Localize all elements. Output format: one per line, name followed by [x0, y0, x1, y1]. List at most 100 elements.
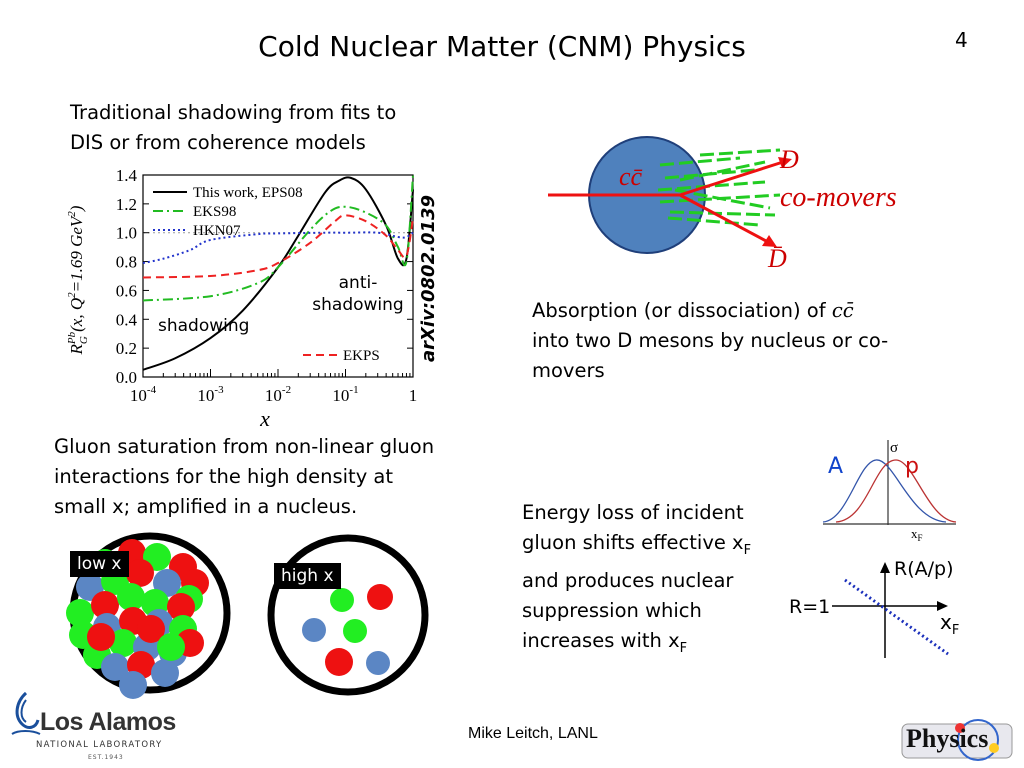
xf-distribution-sketch: σ xF	[822, 440, 957, 543]
gluon-dot	[167, 593, 195, 621]
label-a: A	[828, 454, 844, 479]
gluon-dot	[126, 559, 154, 587]
y-tick-label: 0.0	[116, 368, 137, 387]
x-tick-label: 1	[409, 386, 418, 405]
ratio-sketch	[832, 562, 949, 658]
suppression-trend-line	[844, 578, 949, 656]
dbar-label: D̄	[767, 244, 787, 273]
low-x-tag: low x	[70, 551, 129, 577]
high-x-tag: high x	[274, 563, 341, 589]
shadowing-heading-line2: DIS or from coherence models	[70, 131, 366, 154]
arxiv-reference: arXiv:0802.0139	[418, 194, 439, 362]
physics-logo-text: Physics	[906, 724, 989, 753]
energy-loss-line5-sub: F	[679, 640, 688, 656]
physics-logo-graphic	[901, 719, 1013, 761]
shadowing-heading-line1: Traditional shadowing from fits to	[70, 101, 397, 124]
cc-pair-label: cc̄	[619, 162, 643, 191]
high-x-nucleus	[267, 534, 429, 696]
y-tick-label: 1.4	[116, 170, 138, 185]
gluon-dot	[66, 599, 94, 627]
comovers-dashes	[657, 148, 781, 227]
gluon-dot	[330, 588, 354, 612]
antishadowing-line1: anti-	[338, 273, 378, 293]
lanl-emblem-icon	[11, 691, 41, 735]
antishadowing-annotation: anti- shadowing	[308, 272, 408, 316]
y-tick-label: 0.4	[116, 310, 138, 329]
gluon-dot	[151, 659, 179, 687]
physics-logo: Physics	[898, 718, 1016, 764]
y-tick-label: 0.2	[116, 339, 137, 358]
d-label: D	[779, 145, 799, 174]
legend-label: EKPS	[343, 348, 380, 364]
gluon-dot	[119, 671, 147, 699]
saturation-text: Gluon saturation from non-linear gluon i…	[54, 432, 434, 522]
dbar-arrowhead	[762, 235, 777, 247]
saturation-line2: interactions for the high density at	[54, 465, 394, 488]
gluon-dot	[137, 615, 165, 643]
chart-ticks: 0.0 0.2 0.4 0.6 0.8 1.0 1.2 1.4 10-4 10-3 10-2 10-1…	[116, 170, 418, 405]
x-tick-label: 10-1	[332, 384, 358, 405]
absorption-caption: Absorption (or dissociation) of cc̄ into…	[532, 296, 888, 386]
gluon-dot	[109, 629, 137, 657]
y-tick-label: 0.8	[116, 253, 137, 272]
low-x-nucleus	[66, 532, 231, 699]
ratio-y-arrowhead	[880, 562, 890, 573]
gluon-dot	[87, 623, 115, 651]
gluon-dot	[343, 619, 367, 643]
comovers-label: co-movers	[780, 182, 897, 213]
slide-title: Cold Nuclear Matter (CNM) Physics	[258, 30, 746, 63]
d-meson-line	[679, 160, 784, 197]
legend-label: EKS98	[193, 204, 236, 220]
footer-author: Mike Leitch, LANL	[468, 725, 598, 742]
chart-lines	[142, 174, 414, 371]
absorption-diagram: cc̄ D co-movers D̄	[548, 136, 897, 273]
series-line-eks98	[142, 174, 414, 302]
gluon-dot	[157, 633, 185, 661]
y-axis-label: RGPb(x, Q2=1.69 GeV2)	[66, 205, 90, 355]
y-tick-label: 1.2	[116, 195, 137, 214]
gluon-dot	[101, 653, 129, 681]
gluon-dot	[302, 618, 326, 642]
label-p: p	[905, 454, 919, 479]
shadowing-heading: Traditional shadowing from fits to DIS o…	[70, 98, 396, 158]
x-tick-label: 10-2	[265, 384, 291, 405]
xf-axis-label: xF	[911, 526, 923, 543]
legend-label: HKN07	[193, 223, 241, 239]
gluon-dot	[366, 651, 390, 675]
absorption-caption-line3: movers	[532, 359, 605, 382]
energy-loss-text: Energy loss of incident gluon shifts eff…	[522, 498, 751, 664]
ratio-x-label: xF	[940, 610, 960, 638]
a-distribution-curve	[822, 459, 947, 523]
gluon-dot	[117, 583, 145, 611]
energy-loss-line5: increases with x	[522, 628, 680, 652]
antishadowing-line2: shadowing	[312, 295, 404, 315]
energy-loss-line2-sub: F	[743, 542, 752, 558]
legend-label: This work, EPS08	[193, 185, 303, 201]
shadowing-annotation: shadowing	[158, 316, 250, 336]
lanl-logo-text: Los Alamos	[40, 708, 176, 736]
absorption-caption-pair: cc̄	[831, 299, 854, 322]
sigma-label: σ	[890, 440, 898, 456]
d-arrowhead	[778, 157, 792, 168]
series-line-hkn07	[142, 231, 414, 264]
energy-loss-line1: Energy loss of incident	[522, 501, 744, 524]
x-tick-label: 10-4	[130, 384, 157, 405]
ratio-x-arrowhead	[937, 601, 948, 611]
x-tick-label: 10-3	[197, 384, 224, 405]
gluon-dot	[367, 584, 393, 610]
gluon-dot	[325, 648, 353, 676]
absorption-caption-line2: into two D mesons by nucleus or co-	[532, 329, 889, 352]
series-line-ekps	[142, 214, 414, 279]
lanl-logo-est: EST.1943	[88, 754, 124, 761]
absorption-caption-line1: Absorption (or dissociation) of	[532, 299, 826, 322]
energy-loss-line4: suppression which	[522, 598, 702, 622]
y-tick-label: 0.6	[116, 281, 137, 300]
low-x-gluons	[66, 539, 209, 699]
page-number: 4	[955, 28, 968, 52]
y-tick-label: 1.0	[116, 224, 137, 243]
shadowing-chart: 0.0 0.2 0.4 0.6 0.8 1.0 1.2 1.4 10-4 10-3 10-2 10-1…	[66, 170, 418, 431]
r-equals-one-label: R=1	[789, 596, 831, 618]
x-axis-label: x	[259, 406, 270, 431]
lanl-logo-subtext: NATIONAL LABORATORY	[36, 740, 163, 750]
p-distribution-curve	[835, 459, 957, 523]
